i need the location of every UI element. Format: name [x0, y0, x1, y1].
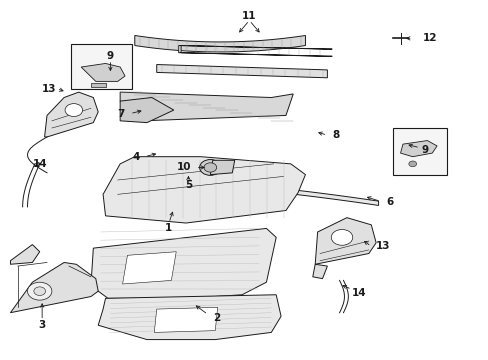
Polygon shape	[312, 264, 327, 279]
Text: 8: 8	[331, 130, 339, 140]
Polygon shape	[10, 262, 98, 313]
Polygon shape	[81, 63, 125, 81]
Polygon shape	[103, 157, 305, 223]
Circle shape	[199, 159, 221, 175]
Text: 10: 10	[176, 162, 190, 172]
Text: 9: 9	[421, 144, 427, 154]
Polygon shape	[315, 218, 375, 264]
Text: 3: 3	[39, 320, 46, 330]
Bar	[71, 44, 132, 89]
Polygon shape	[91, 228, 276, 298]
Circle shape	[203, 163, 216, 172]
Polygon shape	[120, 98, 173, 123]
Text: 5: 5	[184, 180, 192, 190]
Polygon shape	[120, 92, 293, 121]
Bar	[392, 128, 446, 175]
Circle shape	[408, 161, 416, 167]
Polygon shape	[154, 307, 217, 332]
Circle shape	[65, 104, 82, 117]
Polygon shape	[44, 92, 98, 137]
Polygon shape	[400, 140, 436, 157]
Polygon shape	[122, 252, 176, 284]
Circle shape	[27, 282, 52, 300]
Text: 1: 1	[165, 224, 172, 233]
Text: 13: 13	[375, 241, 390, 251]
Text: 14: 14	[351, 288, 366, 298]
Text: 14: 14	[32, 159, 47, 169]
Text: 2: 2	[212, 313, 220, 323]
Circle shape	[330, 229, 352, 245]
Polygon shape	[10, 244, 40, 264]
Polygon shape	[185, 180, 378, 206]
Text: 6: 6	[385, 197, 392, 207]
Circle shape	[34, 287, 45, 296]
Polygon shape	[178, 45, 331, 56]
Text: 12: 12	[422, 33, 436, 43]
Polygon shape	[98, 295, 281, 339]
Text: 11: 11	[242, 11, 256, 21]
Text: 9: 9	[106, 51, 114, 61]
Text: 7: 7	[118, 109, 125, 119]
Polygon shape	[135, 36, 305, 52]
Polygon shape	[91, 83, 105, 87]
Text: 13: 13	[42, 84, 57, 94]
Polygon shape	[210, 160, 234, 175]
Polygon shape	[157, 64, 327, 78]
Text: 4: 4	[132, 152, 140, 162]
